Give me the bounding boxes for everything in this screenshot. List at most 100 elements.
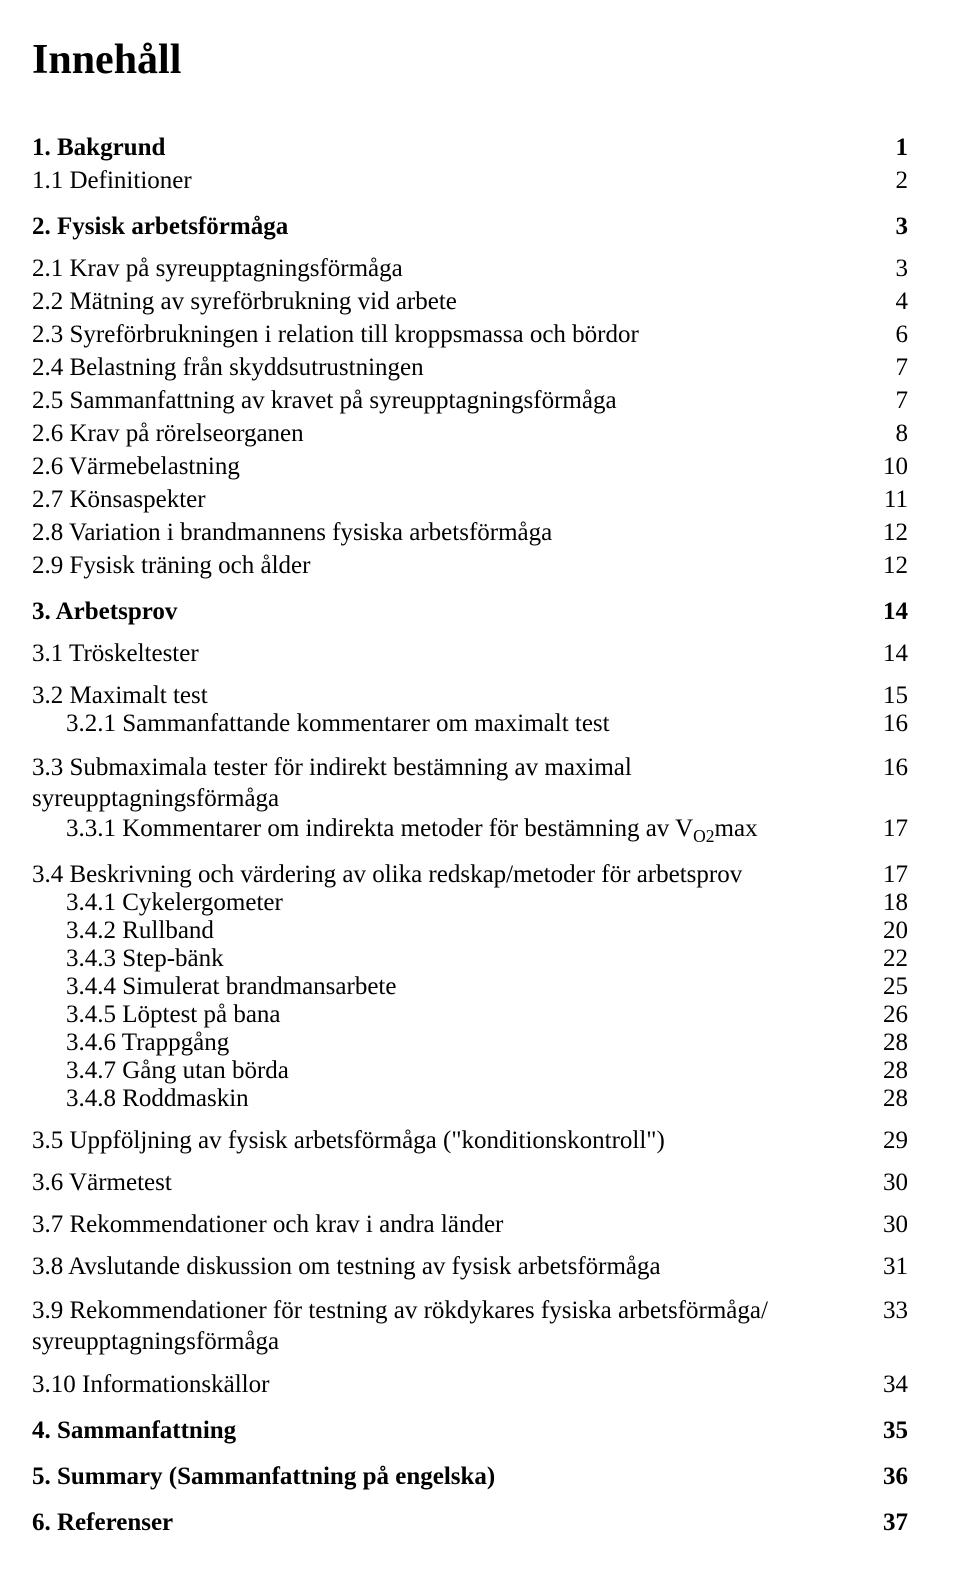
toc-entry-page: 12	[876, 552, 908, 580]
toc-entry-page: 22	[876, 945, 908, 973]
toc-entry: 2.6 Krav på rörelseorganen8	[32, 420, 908, 448]
toc-entry-label: 3.3 Submaximala tester för indirekt best…	[32, 752, 876, 815]
toc-entry-page: 28	[876, 1029, 908, 1057]
toc-entry-label: 3.4.3 Step-bänk	[66, 945, 876, 973]
toc-entry-page: 2	[876, 167, 908, 195]
toc-entry-label: 2.3 Syreförbrukningen i relation till kr…	[32, 321, 876, 349]
toc-entry-page: 29	[876, 1127, 908, 1155]
toc-entry-page: 30	[876, 1211, 908, 1239]
toc-entry: 2.5 Sammanfattning av kravet på syreuppt…	[32, 387, 908, 415]
toc-entry: 3.4.6 Trappgång28	[32, 1029, 908, 1057]
toc-entry-label: 3.4.1 Cykelergometer	[66, 889, 876, 917]
toc-entry: 3.1 Tröskeltester14	[32, 640, 908, 668]
toc-entry-page: 30	[876, 1169, 908, 1197]
toc-entry-label: 3.5 Uppföljning av fysisk arbetsförmåga …	[32, 1127, 876, 1155]
toc-entry: 3.3 Submaximala tester för indirekt best…	[32, 752, 908, 815]
page-title: Innehåll	[32, 36, 908, 84]
toc-entry: 3.4.7 Gång utan börda28	[32, 1057, 908, 1085]
toc-entry: 3.4.2 Rullband20	[32, 917, 908, 945]
toc-entry: 3.3.1 Kommentarer om indirekta metoder f…	[32, 815, 908, 847]
toc-entry-page: 20	[876, 917, 908, 945]
toc-page: Innehåll 1. Bakgrund11.1 Definitioner22.…	[0, 0, 960, 1575]
toc-entry-page: 36	[876, 1463, 908, 1491]
toc-entry-label: 3.10 Informationskällor	[32, 1371, 876, 1399]
toc-entry-page: 25	[876, 973, 908, 1001]
toc-entry-page: 17	[876, 861, 908, 889]
toc-entry: 3.4.5 Löptest på bana26	[32, 1001, 908, 1029]
toc-entry: 3.4.4 Simulerat brandmansarbete25	[32, 973, 908, 1001]
toc-entry-page: 7	[876, 354, 908, 382]
toc-entry: 2.1 Krav på syreupptagningsförmåga3	[32, 255, 908, 283]
toc-entry-page: 28	[876, 1057, 908, 1085]
toc-entry: 2.6 Värmebelastning10	[32, 453, 908, 481]
toc-entry-label: 2.2 Mätning av syreförbrukning vid arbet…	[32, 288, 876, 316]
toc-entry-label: 2.6 Värmebelastning	[32, 453, 876, 481]
toc-entry: 3.4 Beskrivning och värdering av olika r…	[32, 861, 908, 889]
toc-entry-label: 3.2 Maximalt test	[32, 682, 876, 710]
toc-entry: 2.3 Syreförbrukningen i relation till kr…	[32, 321, 908, 349]
toc-entry-label: 5. Summary (Sammanfattning på engelska)	[32, 1463, 876, 1491]
toc-entry: 3.7 Rekommendationer och krav i andra lä…	[32, 1211, 908, 1239]
toc-entry-page: 4	[876, 288, 908, 316]
toc-entry-label: 2.6 Krav på rörelseorganen	[32, 420, 876, 448]
toc-entry-page: 34	[876, 1371, 908, 1399]
toc-entry-label: 2.9 Fysisk träning och ålder	[32, 552, 876, 580]
toc-entry: 1. Bakgrund1	[32, 134, 908, 162]
toc-entry-label: 2.5 Sammanfattning av kravet på syreuppt…	[32, 387, 876, 415]
toc-entry-label: 3.9 Rekommendationer för testning av rök…	[32, 1295, 876, 1358]
toc-entry-page: 28	[876, 1085, 908, 1113]
toc-entry-label: 3.4.7 Gång utan börda	[66, 1057, 876, 1085]
toc-entry: 3.4.8 Roddmaskin28	[32, 1085, 908, 1113]
toc-entry-page: 31	[876, 1253, 908, 1281]
toc-entry-page: 26	[876, 1001, 908, 1029]
toc-entry-page: 3	[876, 255, 908, 283]
toc-entry-label: 3.4 Beskrivning och värdering av olika r…	[32, 861, 876, 889]
toc-entry: 4. Sammanfattning35	[32, 1417, 908, 1445]
toc-entry-label: 3.4.8 Roddmaskin	[66, 1085, 876, 1113]
toc-entry-page: 10	[876, 453, 908, 481]
toc-entry: 1.1 Definitioner2	[32, 167, 908, 195]
toc-entry-page: 33	[876, 1297, 908, 1325]
toc-entry-label: 2.4 Belastning från skyddsutrustningen	[32, 354, 876, 382]
toc-entry-page: 14	[876, 598, 908, 626]
toc-entry-page: 6	[876, 321, 908, 349]
toc-entry-page: 11	[876, 486, 908, 514]
toc-entry-page: 37	[876, 1509, 908, 1537]
toc-entry-page: 14	[876, 640, 908, 668]
toc-entry-page: 1	[876, 134, 908, 162]
toc-entry-page: 16	[876, 710, 908, 738]
toc-entry-label: 3.7 Rekommendationer och krav i andra lä…	[32, 1211, 876, 1239]
toc-entry-label: 3.1 Tröskeltester	[32, 640, 876, 668]
toc-entry-label: 1. Bakgrund	[32, 134, 876, 162]
toc-entry-page: 18	[876, 889, 908, 917]
toc-entry-label: 3.4.6 Trappgång	[66, 1029, 876, 1057]
toc-entry-label: 4. Sammanfattning	[32, 1417, 876, 1445]
toc-entry-page: 8	[876, 420, 908, 448]
toc-entry-label: 3.6 Värmetest	[32, 1169, 876, 1197]
toc-entry-label: 2.8 Variation i brandmannens fysiska arb…	[32, 519, 876, 547]
toc-entry: 3.10 Informationskällor34	[32, 1371, 908, 1399]
toc-entry: 2. Fysisk arbetsförmåga3	[32, 213, 908, 241]
toc-entry: 3. Arbetsprov14	[32, 598, 908, 626]
toc-entry-label: 1.1 Definitioner	[32, 167, 876, 195]
toc-entry: 5. Summary (Sammanfattning på engelska)3…	[32, 1463, 908, 1491]
toc-entry-page: 35	[876, 1417, 908, 1445]
toc-entry: 2.4 Belastning från skyddsutrustningen7	[32, 354, 908, 382]
toc-entry: 3.2 Maximalt test15	[32, 682, 908, 710]
toc-entry-label: 2. Fysisk arbetsförmåga	[32, 213, 876, 241]
toc-entry: 3.8 Avslutande diskussion om testning av…	[32, 1253, 908, 1281]
toc-entry: 3.6 Värmetest30	[32, 1169, 908, 1197]
toc-entry-label: 3.4.2 Rullband	[66, 917, 876, 945]
toc-entry-label: 2.7 Könsaspekter	[32, 486, 876, 514]
toc-entry-page: 16	[876, 754, 908, 782]
toc-entry: 3.5 Uppföljning av fysisk arbetsförmåga …	[32, 1127, 908, 1155]
toc-entry: 2.9 Fysisk träning och ålder12	[32, 552, 908, 580]
toc-entry-label: 3.4.5 Löptest på bana	[66, 1001, 876, 1029]
toc-entry-page: 15	[876, 682, 908, 710]
toc-entry: 2.2 Mätning av syreförbrukning vid arbet…	[32, 288, 908, 316]
toc-entry: 3.4.3 Step-bänk22	[32, 945, 908, 973]
toc-entry: 3.4.1 Cykelergometer18	[32, 889, 908, 917]
toc-entry-label: 6. Referenser	[32, 1509, 876, 1537]
toc-entry-page: 7	[876, 387, 908, 415]
toc-entry: 2.7 Könsaspekter11	[32, 486, 908, 514]
